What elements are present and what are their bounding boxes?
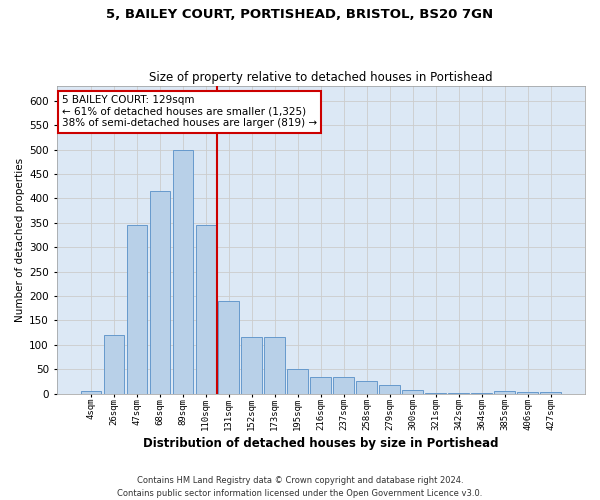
Bar xyxy=(80,391,101,394)
Bar xyxy=(334,376,354,394)
Bar xyxy=(356,382,377,394)
Bar xyxy=(149,191,170,394)
Bar xyxy=(425,392,446,394)
Bar xyxy=(494,391,515,394)
Bar xyxy=(265,338,285,394)
Text: 5, BAILEY COURT, PORTISHEAD, BRISTOL, BS20 7GN: 5, BAILEY COURT, PORTISHEAD, BRISTOL, BS… xyxy=(106,8,494,20)
Bar xyxy=(310,376,331,394)
Bar xyxy=(379,385,400,394)
Bar xyxy=(127,225,147,394)
Text: Contains HM Land Registry data © Crown copyright and database right 2024.
Contai: Contains HM Land Registry data © Crown c… xyxy=(118,476,482,498)
Bar xyxy=(241,338,262,394)
Bar xyxy=(196,225,216,394)
Bar xyxy=(472,392,492,394)
X-axis label: Distribution of detached houses by size in Portishead: Distribution of detached houses by size … xyxy=(143,437,499,450)
Title: Size of property relative to detached houses in Portishead: Size of property relative to detached ho… xyxy=(149,70,493,84)
Bar xyxy=(218,301,239,394)
Text: 5 BAILEY COURT: 129sqm
← 61% of detached houses are smaller (1,325)
38% of semi-: 5 BAILEY COURT: 129sqm ← 61% of detached… xyxy=(62,96,317,128)
Bar xyxy=(104,335,124,394)
Bar xyxy=(173,150,193,394)
Bar xyxy=(448,392,469,394)
Bar xyxy=(540,392,561,394)
Y-axis label: Number of detached properties: Number of detached properties xyxy=(15,158,25,322)
Bar xyxy=(287,369,308,394)
Bar xyxy=(403,390,423,394)
Bar xyxy=(517,392,538,394)
